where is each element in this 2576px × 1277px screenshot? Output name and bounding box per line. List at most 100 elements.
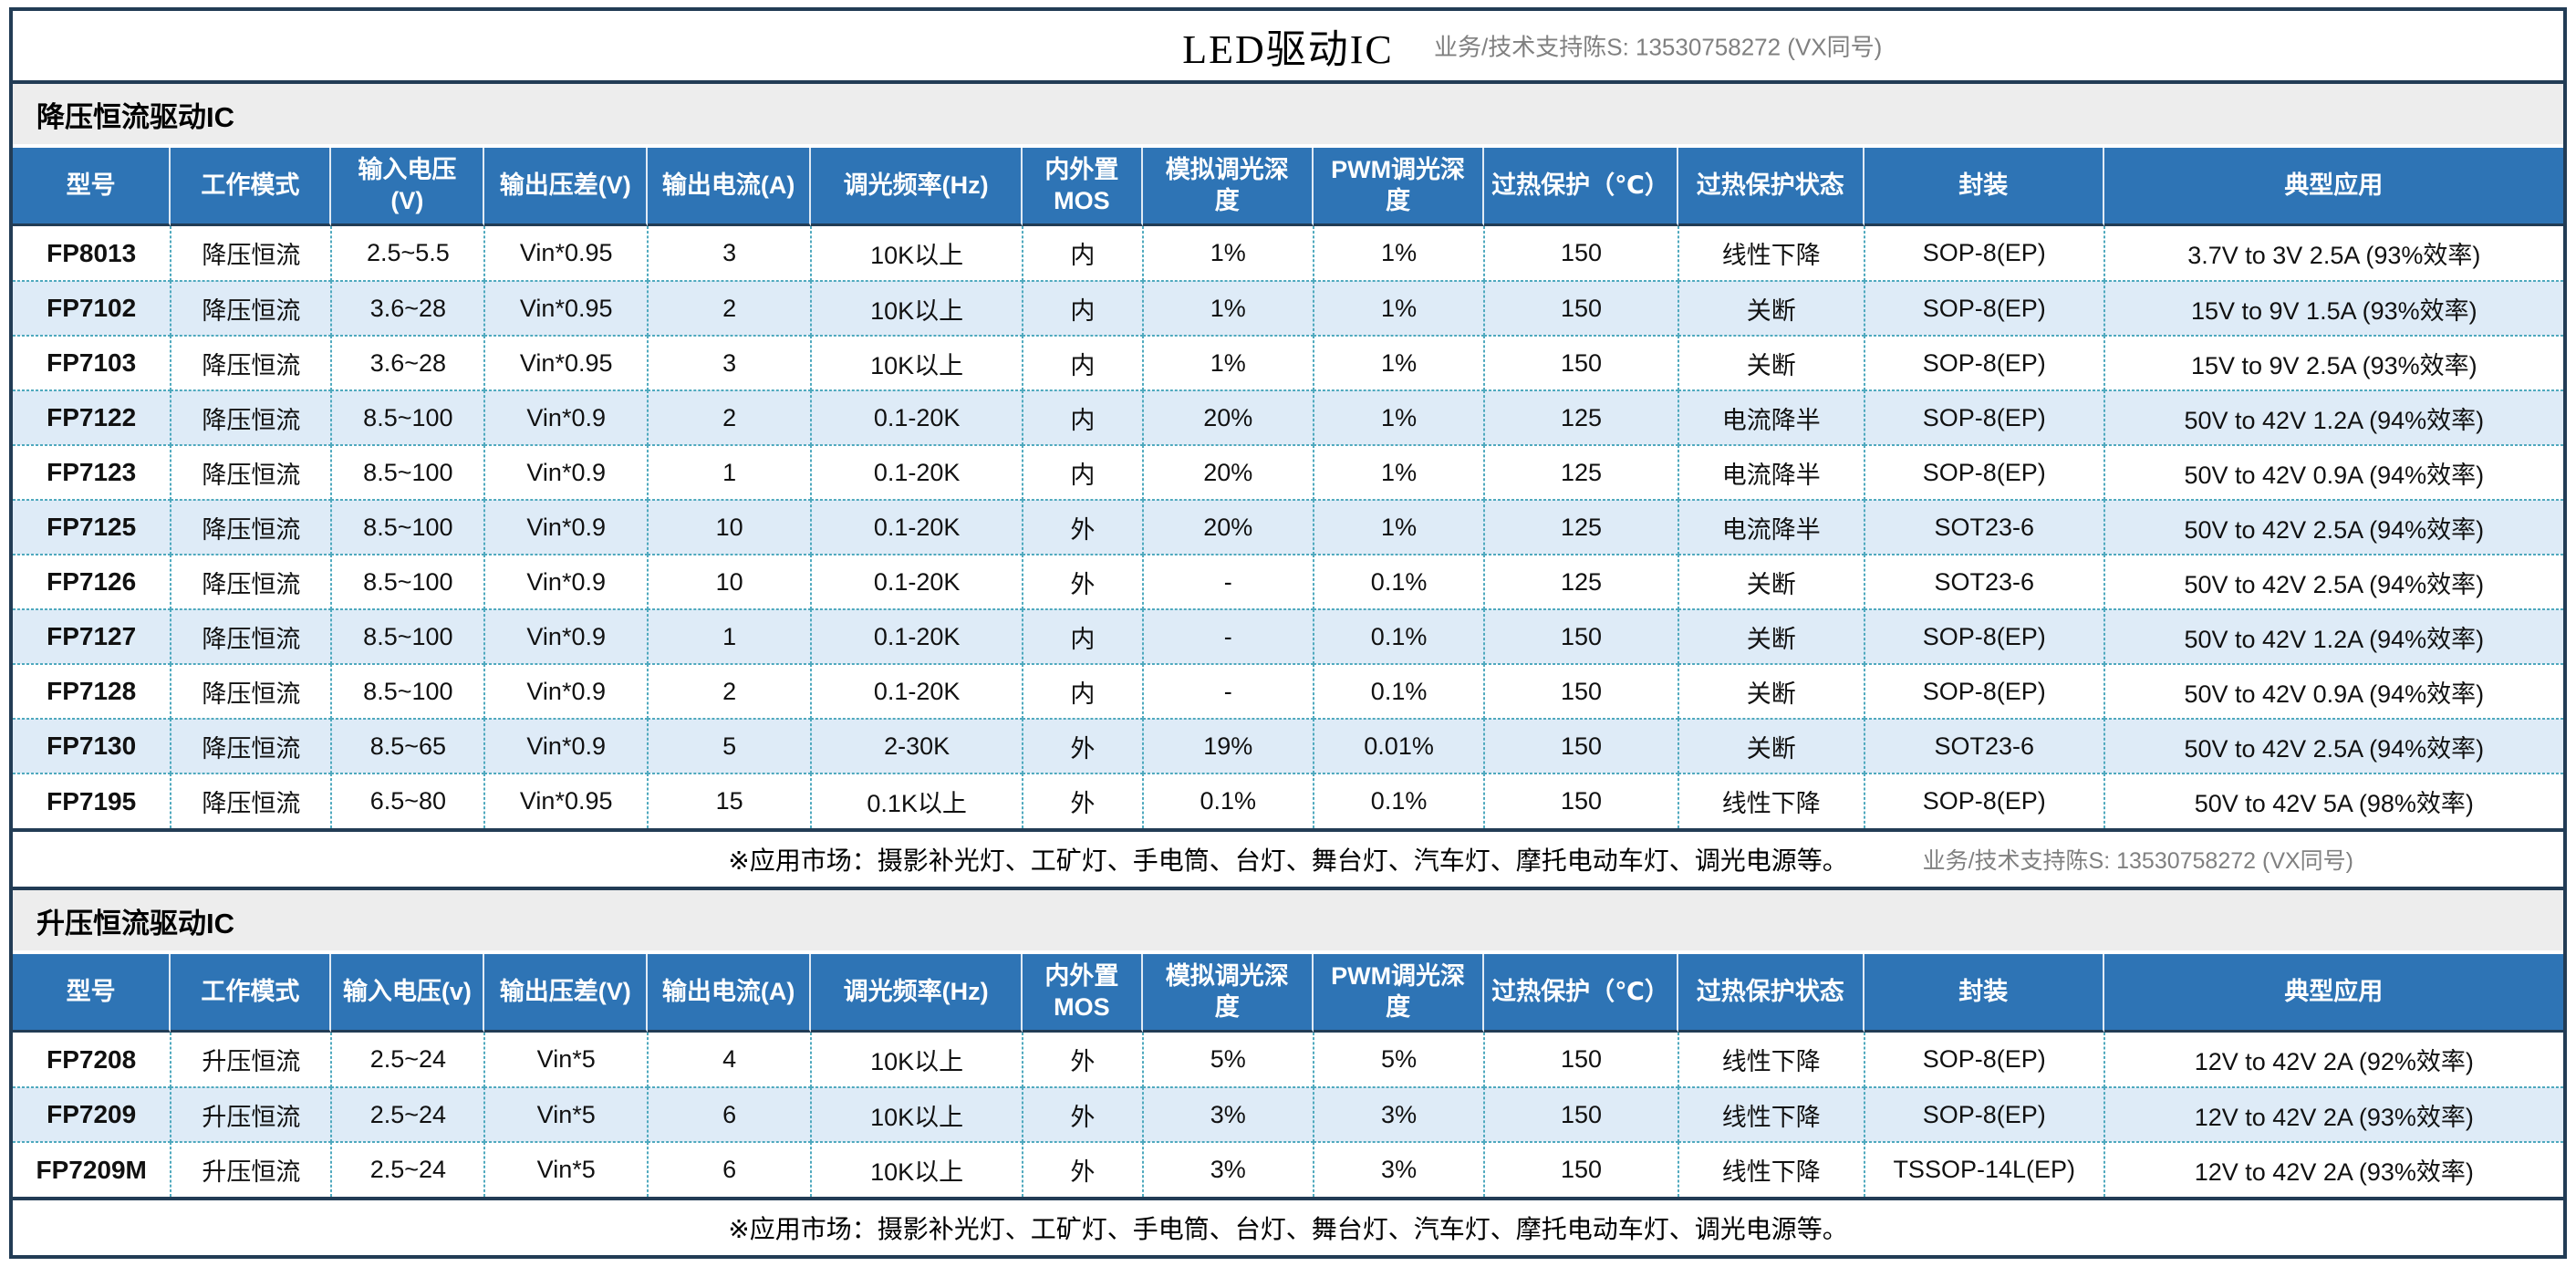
- spec-cell: 150: [1484, 281, 1678, 336]
- table-row: FP7122 降压恒流 8.5~100 Vin*0.9 2 0.1-20K 内 20% 1% 12…: [13, 390, 2563, 445]
- spec-cell: 2: [648, 664, 812, 719]
- spec-cell: SOP-8(EP): [1864, 1087, 2104, 1142]
- spec-cell: 10K以上: [811, 336, 1023, 390]
- section-title-bar: 升压恒流驱动IC: [13, 890, 2563, 950]
- spec-cell: 内: [1023, 664, 1143, 719]
- spec-cell: -: [1142, 555, 1314, 609]
- spec-cell: 5%: [1313, 1033, 1485, 1087]
- spec-cell: 外: [1023, 1087, 1143, 1142]
- spec-cell: TSSOP-14L(EP): [1864, 1142, 2104, 1197]
- spec-cell: 0.1-20K: [811, 664, 1023, 719]
- spec-cell: 3: [648, 226, 812, 281]
- table-row: FP7130 降压恒流 8.5~65 Vin*0.9 5 2-30K 外 19% 0.01% 15…: [13, 719, 2563, 773]
- table-row: FP7128 降压恒流 8.5~100 Vin*0.9 2 0.1-20K 内 -0.1% 15…: [13, 664, 2563, 719]
- spec-cell: 125: [1484, 445, 1678, 500]
- table-row: FP7127 降压恒流 8.5~100 Vin*0.9 1 0.1-20K 内 -0.1% 15…: [13, 609, 2563, 664]
- column-header: 输出电流(A): [648, 954, 812, 1033]
- spec-cell: 150: [1484, 1033, 1678, 1087]
- spec-cell: 12V to 42V 2A (93%效率): [2103, 1087, 2563, 1142]
- spec-cell: 0.1-20K: [811, 555, 1023, 609]
- spec-cell: 10K以上: [811, 226, 1023, 281]
- model-cell: FP7208: [13, 1033, 171, 1087]
- spec-cell: 8.5~100: [331, 500, 485, 555]
- spec-cell: 1: [648, 609, 812, 664]
- spec-cell: 3%: [1142, 1142, 1314, 1197]
- spec-cell: 3%: [1313, 1087, 1485, 1142]
- spec-cell: 内: [1023, 390, 1143, 445]
- column-header: 典型应用: [2103, 148, 2563, 226]
- spec-cell: 降压恒流: [171, 609, 332, 664]
- spec-cell: 5%: [1142, 1033, 1314, 1087]
- column-header: 调光频率(Hz): [811, 148, 1023, 226]
- page-header: LED驱动IC 业务/技术支持陈S: 13530758272 (VX同号): [13, 11, 2563, 80]
- application-note: ※应用市场：摄影补光灯、工矿灯、手电筒、台灯、舞台灯、汽车灯、摩托电动车灯、调光…: [728, 1215, 1848, 1243]
- divider: [13, 80, 2563, 84]
- spec-cell: 降压恒流: [171, 390, 332, 445]
- spec-cell: Vin*0.9: [484, 390, 649, 445]
- column-header: 输入电压(v): [331, 954, 485, 1033]
- column-header: 输出压差(V): [484, 954, 649, 1033]
- spec-cell: 10K以上: [811, 1142, 1023, 1197]
- spec-cell: 升压恒流: [171, 1033, 332, 1087]
- spec-cell: -: [1142, 664, 1314, 719]
- spec-cell: 线性下降: [1678, 773, 1864, 828]
- spec-cell: 50V to 42V 5A (98%效率): [2103, 773, 2563, 828]
- spec-cell: 2-30K: [811, 719, 1023, 773]
- spec-cell: SOT23-6: [1864, 500, 2104, 555]
- table-row: FP7126 降压恒流 8.5~100 Vin*0.9 10 0.1-20K 外 -0.1% 1…: [13, 555, 2563, 609]
- column-header: 封装: [1864, 954, 2104, 1033]
- spec-cell: 5: [648, 719, 812, 773]
- spec-cell: 150: [1484, 773, 1678, 828]
- divider: [13, 887, 2563, 890]
- table-row: FP7209M 升压恒流 2.5~24 Vin*5 6 10K以上外 3% 3% 150 线性下降…: [13, 1142, 2563, 1197]
- spec-cell: -: [1142, 609, 1314, 664]
- spec-cell: 3: [648, 336, 812, 390]
- spec-cell: 降压恒流: [171, 281, 332, 336]
- spec-cell: 10K以上: [811, 281, 1023, 336]
- spec-cell: 10: [648, 500, 812, 555]
- spec-cell: 50V to 42V 1.2A (94%效率): [2103, 609, 2563, 664]
- spec-cell: 线性下降: [1678, 226, 1864, 281]
- spec-cell: 10: [648, 555, 812, 609]
- column-header: 封装: [1864, 148, 2104, 226]
- spec-cell: Vin*0.95: [484, 281, 649, 336]
- table-row: FP7125 降压恒流 8.5~100 Vin*0.9 10 0.1-20K 外 20% 1% 1…: [13, 500, 2563, 555]
- spec-cell: 0.1-20K: [811, 390, 1023, 445]
- column-header: 型号: [13, 148, 171, 226]
- spec-cell: 125: [1484, 500, 1678, 555]
- spec-cell: 0.1-20K: [811, 609, 1023, 664]
- spec-cell: 6.5~80: [331, 773, 485, 828]
- spec-cell: Vin*0.9: [484, 719, 649, 773]
- model-cell: FP7126: [13, 555, 171, 609]
- spec-cell: SOP-8(EP): [1864, 445, 2104, 500]
- spec-cell: 3.7V to 3V 2.5A (93%效率): [2103, 226, 2563, 281]
- spec-cell: 降压恒流: [171, 773, 332, 828]
- table-row: FP7195 降压恒流 6.5~80 Vin*0.95 15 0.1K以上外 0.1% 0.1…: [13, 773, 2563, 828]
- spec-cell: 降压恒流: [171, 719, 332, 773]
- spec-cell: 外: [1023, 773, 1143, 828]
- spec-cell: SOP-8(EP): [1864, 1033, 2104, 1087]
- spec-cell: Vin*0.95: [484, 226, 649, 281]
- section-title: 升压恒流驱动IC: [36, 907, 234, 940]
- spec-cell: 15V to 9V 1.5A (93%效率): [2103, 281, 2563, 336]
- spec-cell: 内: [1023, 445, 1143, 500]
- spec-cell: SOP-8(EP): [1864, 281, 2104, 336]
- spec-cell: 电流降半: [1678, 500, 1864, 555]
- table-row: FP7208 升压恒流 2.5~24 Vin*5 4 10K以上外 5% 5% 150 线性下降 S…: [13, 1033, 2563, 1087]
- table-row: FP8013 降压恒流 2.5~5.5 Vin*0.95 3 10K以上内 1% 1% 150 线…: [13, 226, 2563, 281]
- model-cell: FP7209: [13, 1087, 171, 1142]
- column-header: 输出电流(A): [648, 148, 812, 226]
- spec-cell: 关断: [1678, 609, 1864, 664]
- spec-cell: 0.1K以上: [811, 773, 1023, 828]
- spec-cell: 150: [1484, 336, 1678, 390]
- spec-cell: SOP-8(EP): [1864, 664, 2104, 719]
- column-header: PWM调光深 度: [1313, 148, 1485, 226]
- spec-cell: 8.5~100: [331, 390, 485, 445]
- spec-cell: 2: [648, 281, 812, 336]
- spec-cell: 50V to 42V 1.2A (94%效率): [2103, 390, 2563, 445]
- spec-cell: 50V to 42V 2.5A (94%效率): [2103, 719, 2563, 773]
- column-header: 内外置 MOS: [1023, 148, 1143, 226]
- column-header: 输出压差(V): [484, 148, 649, 226]
- column-header: 模拟调光深 度: [1142, 148, 1314, 226]
- model-cell: FP7130: [13, 719, 171, 773]
